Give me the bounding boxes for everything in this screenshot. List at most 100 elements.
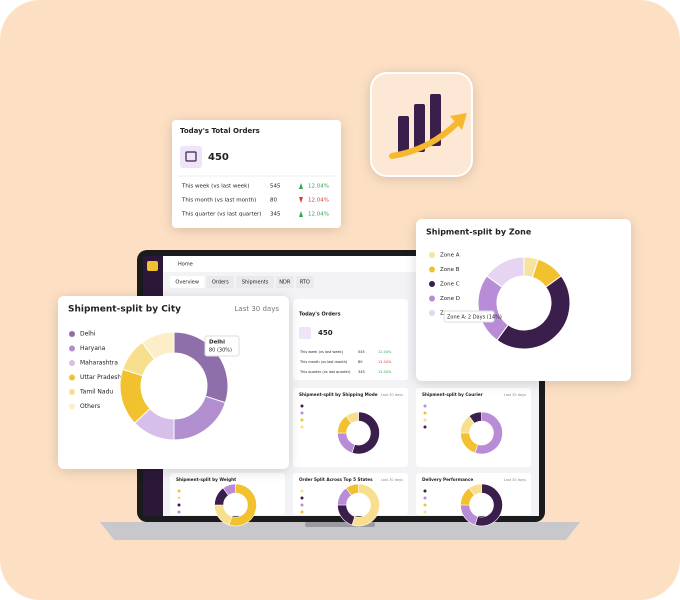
mini-legend-dot [423,496,427,500]
mini-legend-dot [300,404,304,408]
mini-legend-dot [177,496,181,500]
mini-donut [474,411,503,455]
icon-bar [430,94,441,146]
panel [293,299,408,380]
mini-donut [474,483,503,527]
row-count: 545 [270,184,281,190]
mini-legend-dot [177,503,181,507]
legend-dot [429,310,435,316]
mini-legend-dot [423,503,427,507]
panel-title: Shipment-split by Shipping Mode [299,392,378,397]
mini-legend-dot [177,510,181,514]
tab [275,276,294,288]
mini-legend-dot [423,411,427,415]
zone-card-bg [416,219,631,381]
legend-label: Zone D [440,296,460,302]
legend-dot [429,266,435,273]
city-chart: Delhi Haryana Maharashtra Uttar Pradesh Tami… [69,331,240,441]
orders-icon-bg [180,146,202,168]
trend-arrow [299,197,303,203]
dashboard: Today's Orders 450 This week (vs last week… [170,299,531,527]
mini-legend-dot [300,411,304,415]
legend-label: Maharashtra [80,360,118,367]
panel-subtitle: Last 30 days [504,393,526,397]
logo [147,261,158,271]
city-card [58,296,289,469]
mini-legend-dot [423,425,427,429]
legend-label: Zone B [440,267,460,273]
row-label: This week (vs last week) [181,184,249,190]
donut-segment [141,331,175,361]
panel-subtitle: Last 30 days [504,478,526,482]
panel-icon [299,327,311,339]
donut-segment [496,275,571,350]
zone-card [416,219,631,381]
tab [236,276,274,288]
row-label: This quarter (vs last quarter) [181,212,261,218]
city-title: Shipment-split by City [68,305,181,315]
tooltip-value: 80 (30%) [209,348,232,354]
legend-dot [69,403,75,410]
legend-dot [429,295,435,302]
panel [416,388,531,467]
tab-label: Orders [212,280,229,286]
row-change: 12.04% [378,360,392,364]
mini-donut [351,411,380,455]
panel-title: Shipment-split by Courier [422,392,484,397]
mini-legend-dot [300,425,304,429]
legend-label: Zone C [440,282,460,288]
orders-card-bg [172,120,341,228]
mini-legend-dot [423,489,427,493]
mini-donut [345,411,359,424]
mini-legend-dot [177,489,181,493]
tooltip-title: Delhi [209,340,225,346]
trend-arrow [299,183,303,189]
tooltip-bg [443,310,495,323]
mini-legend-dot [423,418,427,422]
panel [293,388,408,467]
panel-title: Today's Orders [299,312,341,318]
icon-arrow [389,119,461,159]
panel-total: 450 [318,329,333,337]
mini-donut [351,483,380,527]
legend-label: Haryana [80,345,106,352]
mini-legend-dot [300,510,304,514]
city-card-bg [58,296,289,469]
orders-title: Today's Total Orders [180,127,260,135]
legend-dot [429,281,435,287]
tab [206,276,235,288]
row-change: 12.04% [308,184,329,190]
row-label: This week (vs last week) [299,350,344,354]
mini-legend-dot [300,503,304,507]
mini-donut [468,483,482,496]
tabs: Overview Orders Shipments NDR RTO [170,276,314,288]
row-count: 80 [358,360,362,364]
mini-donut [222,483,236,496]
zone-title: Shipment-split by Zone [426,228,532,237]
tooltip: Zone A: 2 Days (14%) [447,315,502,321]
orders-card [172,120,341,228]
row-label: This month (vs last month) [299,360,348,364]
icon-arrowhead [450,113,467,130]
icon-card [370,72,473,177]
panel-subtitle: Last 30 days [381,478,403,482]
city-subtitle: Last 30 days [235,305,280,313]
icon-bar [398,116,409,154]
orders-total: 450 [208,152,229,163]
row-change: 12.04% [308,198,329,204]
legend-label: Uttar Pradesh [80,374,121,381]
mini-legend-dot [300,418,304,422]
legend-label: Zone A [440,253,460,259]
legend-dot [69,374,75,381]
row-label: This month (vs last month) [181,198,256,204]
icon-bar [414,104,425,152]
row-count: 345 [270,212,281,218]
tab [170,276,205,288]
donut-segment [486,256,525,288]
legend-dot [69,360,75,366]
legend-dot [429,252,435,258]
mini-legend-dot [423,404,427,408]
legend-label: Others [80,403,100,410]
